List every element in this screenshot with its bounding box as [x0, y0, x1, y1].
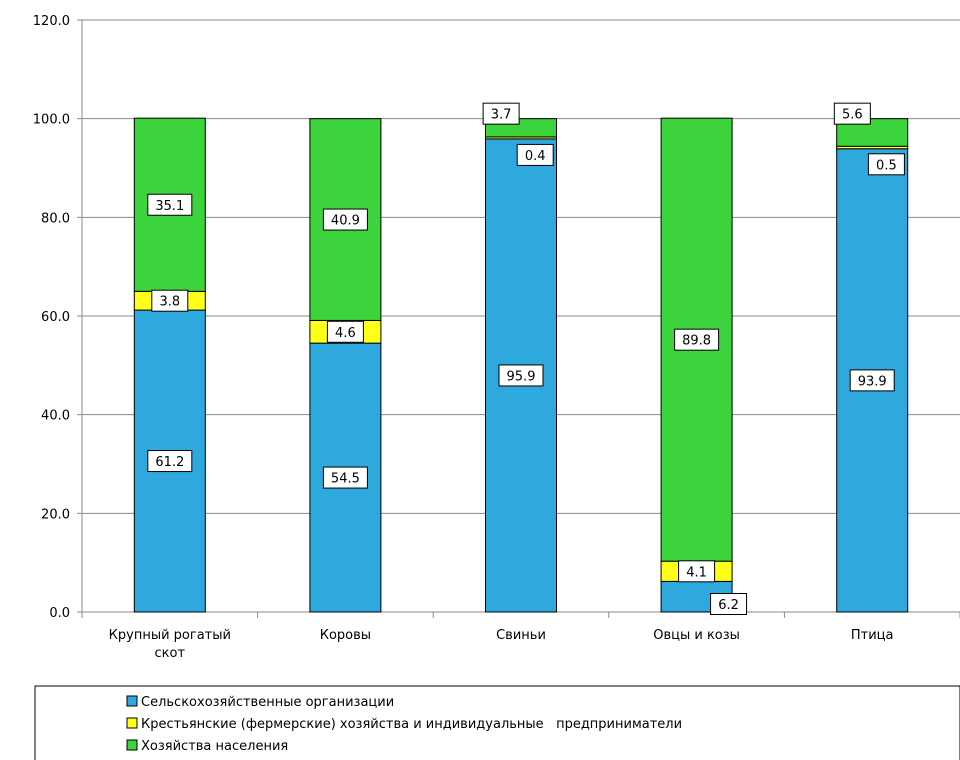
data-label-text: 93.9 [858, 374, 887, 389]
data-label-text: 54.5 [331, 472, 360, 487]
data-label-text: 89.8 [682, 334, 711, 349]
data-label-text: 0.4 [525, 149, 546, 164]
y-tick-label: 40.0 [41, 409, 70, 424]
legend: Сельскохозяйственные организации Крестьян… [34, 685, 960, 760]
data-label-text: 0.5 [876, 158, 897, 173]
y-tick-label: 20.0 [41, 507, 70, 522]
data-label-text: 3.7 [491, 108, 512, 123]
data-label-text: 95.9 [507, 369, 536, 384]
legend-label: Сельскохозяйственные организации [141, 695, 394, 710]
data-label-box [710, 593, 748, 615]
legend-swatch [126, 739, 138, 751]
data-label: 6.2 [710, 593, 748, 615]
data-label-box [498, 364, 544, 387]
data-label-text: 4.1 [686, 565, 707, 580]
x-category-label: Птица [851, 628, 894, 643]
data-label: 5.6 [833, 102, 871, 125]
data-label: 0.4 [516, 143, 554, 166]
data-label: 35.1 [147, 193, 193, 216]
legend-swatch [126, 695, 138, 707]
data-label: 54.5 [322, 466, 368, 489]
data-label-box [833, 102, 871, 125]
data-label: 40.9 [322, 208, 368, 231]
data-label-box [147, 450, 193, 473]
bar-segment [485, 138, 557, 613]
data-label-box [867, 153, 905, 176]
axes: 0.0 20.0 40.0 60.0 80.0 100.0 120.0 Крупный рог… [33, 14, 960, 661]
data-label-text: 6.2 [718, 598, 739, 613]
data-label-text: 35.1 [155, 199, 184, 214]
data-label-box [151, 289, 189, 312]
data-label-text: 4.6 [335, 326, 356, 341]
data-label: 89.8 [674, 328, 720, 351]
data-label: 0.5 [867, 153, 905, 176]
x-category-label: Крупный рогатый [109, 628, 231, 643]
data-label: 61.2 [147, 450, 193, 473]
data-label: 93.9 [849, 369, 895, 392]
x-category-label: Овцы и козы [653, 628, 740, 643]
legend-swatch [126, 717, 138, 729]
data-labels: 61.2 3.8 35.1 54.5 4.6 40.9 95.9 0.4 3.7 6.2 4.1 89… [147, 102, 905, 615]
y-tick-label: 80.0 [41, 211, 70, 226]
data-label-text: 61.2 [155, 455, 184, 470]
data-label-box [516, 143, 554, 166]
legend-label: Крестьянские (фермерские) хозяйства и ин… [141, 717, 682, 732]
data-label-box [674, 328, 720, 351]
legend-frame [34, 685, 960, 760]
x-category-label: Коровы [320, 628, 371, 643]
data-label-box [147, 193, 193, 216]
bar-segment [133, 309, 206, 613]
data-label-text: 3.8 [159, 295, 180, 310]
data-label-box [849, 369, 895, 392]
data-label-box [322, 466, 368, 489]
data-label: 4.1 [678, 560, 716, 583]
data-label-text: 5.6 [842, 108, 863, 123]
data-label-box [482, 102, 520, 125]
data-label: 4.6 [326, 320, 364, 343]
data-label: 95.9 [498, 364, 544, 387]
y-tick-label: 100.0 [33, 113, 70, 128]
data-label-box [322, 208, 368, 231]
data-label: 3.8 [151, 289, 189, 312]
data-label-box [678, 560, 716, 583]
x-category-label: скот [155, 646, 186, 661]
data-label-box [326, 320, 364, 343]
x-category-label: Свиньи [496, 628, 546, 643]
data-label: 3.7 [482, 102, 520, 125]
y-tick-label: 60.0 [41, 310, 70, 325]
data-label-text: 40.9 [331, 214, 360, 229]
legend-label: Хозяйства населения [141, 739, 288, 754]
y-tick-label: 0.0 [49, 606, 70, 621]
y-tick-label: 120.0 [33, 14, 70, 29]
